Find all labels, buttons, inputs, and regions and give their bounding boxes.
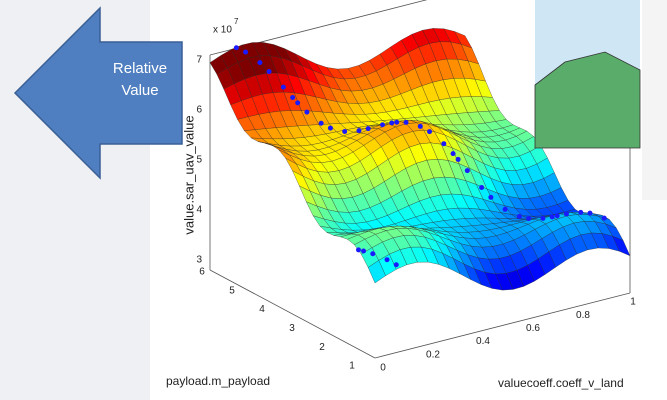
- y-tick-label: 3: [289, 323, 295, 334]
- x-tick-label: 0.2: [426, 349, 440, 360]
- sample-point: [464, 168, 470, 174]
- sample-point: [516, 214, 522, 220]
- sample-point: [370, 251, 376, 257]
- x-label: valuecoeff.coeff_v_land: [498, 376, 624, 390]
- sample-point: [393, 262, 399, 268]
- y-tick-label: 5: [229, 285, 235, 296]
- sample-point: [441, 141, 447, 147]
- exponent-base: x 10: [213, 25, 232, 36]
- sample-point: [417, 123, 423, 129]
- sample-point: [304, 109, 310, 115]
- sample-point: [403, 119, 409, 125]
- exponent: 7: [234, 17, 239, 26]
- x-tick-label: 1: [630, 297, 636, 308]
- sample-point: [502, 206, 508, 212]
- sample-point: [479, 185, 485, 191]
- sample-point: [380, 122, 385, 128]
- arrow: [13, 6, 183, 180]
- sample-point: [394, 119, 400, 125]
- x-tick-label: 0.4: [476, 336, 490, 347]
- sample-point: [540, 215, 546, 221]
- callout-text: Relative Value: [112, 60, 168, 99]
- sample-point: [389, 120, 395, 126]
- sample-point: [233, 45, 239, 51]
- y-tick-label: 4: [259, 304, 265, 315]
- toolbar: [642, 0, 667, 200]
- sample-point: [488, 194, 494, 200]
- z-tick-label: 3: [196, 255, 202, 266]
- x-tick-label: 0.8: [576, 310, 590, 321]
- y-tick-label: 2: [319, 342, 325, 353]
- thumbnail-hill: [534, 51, 641, 149]
- sample-point: [356, 128, 362, 134]
- sample-point: [266, 69, 272, 75]
- sample-point: [356, 247, 361, 253]
- sample-point: [243, 49, 249, 55]
- sample-point: [450, 151, 456, 157]
- sample-point: [455, 156, 461, 162]
- sample-point: [365, 126, 371, 132]
- z-tick-label: 4: [196, 205, 202, 216]
- z-tick-label: 7: [196, 55, 202, 66]
- surface-cell: [367, 260, 386, 284]
- sample-point: [526, 216, 532, 222]
- sample-point: [554, 213, 560, 219]
- sample-point: [578, 209, 584, 215]
- sample-point: [295, 100, 301, 106]
- sample-point: [257, 60, 263, 66]
- y-tick-label: 6: [199, 267, 205, 278]
- sample-point: [549, 214, 555, 220]
- sample-point: [563, 211, 569, 217]
- x-tick-label: 0.6: [526, 323, 540, 334]
- sample-point: [601, 215, 607, 221]
- sample-point: [587, 210, 593, 216]
- sample-point: [384, 257, 390, 263]
- x-tick-label: 0: [380, 363, 386, 374]
- sample-point: [361, 248, 367, 254]
- sample-point: [427, 129, 433, 135]
- z-tick-label: 5: [196, 155, 202, 166]
- sample-point: [280, 84, 286, 90]
- y-label: payload.m_payload: [166, 374, 270, 388]
- sample-point: [290, 94, 296, 100]
- surface: [209, 28, 631, 291]
- z-label: value.sar_uav_value: [181, 115, 196, 234]
- sample-point: [318, 120, 324, 126]
- sample-point: [342, 128, 348, 134]
- z-tick-label: 6: [196, 105, 202, 116]
- sample-point: [327, 125, 333, 131]
- y-tick-label: 1: [349, 361, 355, 372]
